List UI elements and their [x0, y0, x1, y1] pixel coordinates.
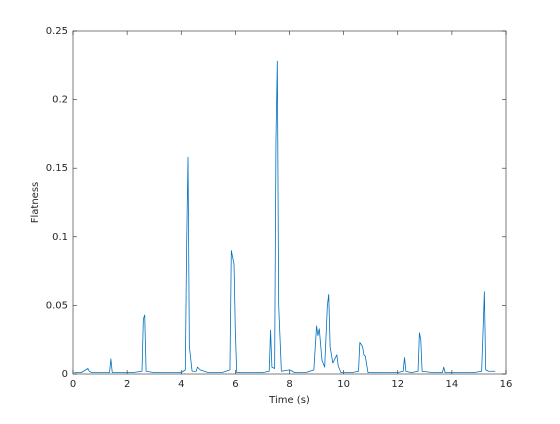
x-tick-label: 4: [178, 379, 184, 390]
x-tick-label: 10: [337, 379, 350, 390]
x-axis-label: Time (s): [268, 395, 310, 406]
y-tick-label: 0.1: [52, 232, 68, 243]
y-tick-label: 0.05: [46, 300, 68, 311]
x-tick-label: 8: [286, 379, 292, 390]
data-line: [74, 60, 496, 374]
y-tick-label: 0.2: [52, 95, 68, 106]
x-tick-label: 16: [500, 379, 513, 390]
x-tick-label: 2: [124, 379, 130, 390]
y-axis-label: Flatness: [30, 182, 41, 224]
y-tick-label: 0.15: [46, 163, 68, 174]
x-tick-label: 0: [70, 379, 76, 390]
y-tick-label: 0: [62, 369, 68, 380]
x-tick-label: 14: [446, 379, 459, 390]
y-tick-label: 0.25: [46, 26, 68, 37]
x-tick-label: 6: [232, 379, 238, 390]
x-tick-label: 12: [391, 379, 404, 390]
axes-box: [72, 30, 507, 375]
